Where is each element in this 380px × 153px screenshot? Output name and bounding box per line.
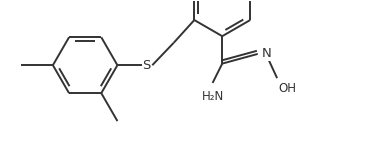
Text: N: N xyxy=(261,47,271,60)
Text: S: S xyxy=(142,59,150,72)
Text: OH: OH xyxy=(279,82,297,95)
Text: H₂N: H₂N xyxy=(201,90,224,103)
